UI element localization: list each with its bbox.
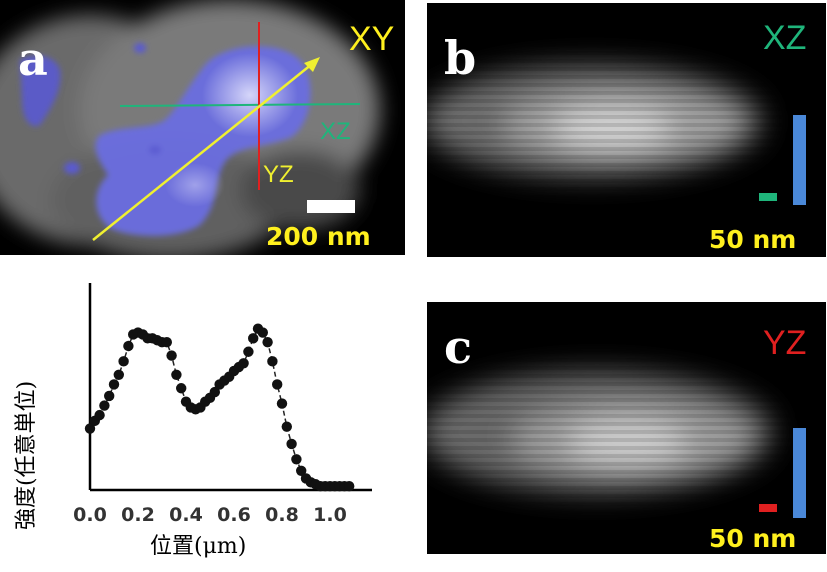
panel-a-xy-image: a XY XZ YZ 200 nm (0, 0, 405, 255)
data-point-40 (276, 398, 288, 409)
panel-letter-b: b (444, 31, 477, 85)
data-point-44 (296, 465, 307, 476)
data-point-42 (286, 438, 297, 450)
yz-axial-scale-bar (793, 428, 806, 518)
data-point-6 (113, 369, 125, 380)
xy-image-graphic (0, 0, 380, 255)
data-point-3 (99, 400, 110, 411)
xz-line (119, 103, 361, 107)
yz-image-graphic (427, 302, 826, 554)
scale-label-xz-50nm: 50 nm (709, 225, 797, 254)
panel-b-xz-image: b XZ 50 nm (427, 3, 826, 257)
scale-bar-200nm (307, 200, 355, 213)
chart-points (84, 323, 355, 492)
bright-core (202, 53, 298, 137)
chart-axes (88, 283, 372, 492)
chart-y-axis-label: 強度(任意単位) (14, 380, 39, 530)
data-point-39 (272, 379, 283, 390)
xz-image-graphic (427, 3, 826, 257)
data-point-41 (281, 421, 292, 432)
data-point-0 (84, 423, 96, 434)
data-point-34 (248, 333, 259, 344)
chart-x-axis-label: 位置(μm) (150, 534, 247, 559)
panel-letter-c: c (444, 320, 473, 374)
data-point-2 (94, 409, 105, 421)
x-tick-label-2: 0.4 (169, 504, 203, 526)
x-tick-label-1: 0.2 (121, 504, 155, 526)
data-point-54 (344, 480, 355, 492)
data-point-8 (123, 340, 134, 352)
data-point-43 (291, 454, 302, 465)
data-point-26 (209, 386, 220, 398)
scale-label-yz-50nm: 50 nm (709, 524, 797, 553)
data-point-19 (176, 383, 187, 394)
chart-ticks: 0.0 0.2 0.4 0.6 0.8 1.0 (73, 504, 347, 526)
data-point-7 (118, 356, 129, 367)
panel-c-yz-image: c YZ 50 nm (427, 302, 826, 554)
data-point-37 (262, 336, 273, 348)
profile-connector-line (89, 327, 350, 487)
profile-line (92, 63, 313, 241)
x-tick-label-0: 0.0 (73, 504, 107, 526)
yz-lateral-scale-bar (759, 504, 777, 512)
xz-axial-scale-bar (793, 115, 806, 205)
plane-label-yz: YZ (763, 324, 807, 362)
data-point-4 (104, 390, 115, 402)
x-tick-label-3: 0.6 (217, 504, 251, 526)
data-point-33 (243, 346, 254, 357)
scale-label-200nm: 200 nm (266, 222, 371, 251)
data-point-16 (161, 336, 172, 348)
data-point-38 (267, 356, 278, 367)
plane-label-xz: XZ (763, 19, 807, 57)
x-tick-label-5: 1.0 (313, 504, 347, 526)
line-label-yz: YZ (263, 161, 294, 188)
line-label-xz: XZ (320, 118, 351, 145)
data-point-36 (257, 327, 268, 338)
data-point-17 (166, 350, 177, 361)
panel-letter-a: a (18, 32, 48, 86)
plane-label-xy: XY (349, 20, 395, 58)
data-point-32 (238, 358, 249, 369)
data-point-5 (108, 379, 120, 390)
profile-arrow-head (304, 57, 320, 72)
x-tick-label-4: 0.8 (265, 504, 299, 526)
xz-lateral-scale-bar (759, 193, 777, 201)
data-point-18 (171, 369, 182, 380)
